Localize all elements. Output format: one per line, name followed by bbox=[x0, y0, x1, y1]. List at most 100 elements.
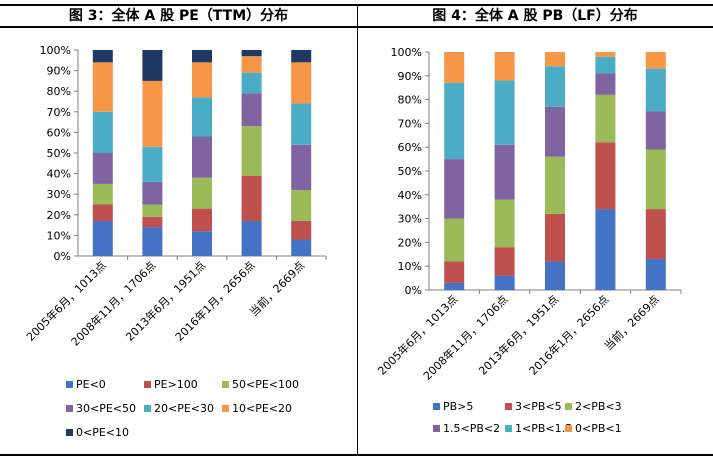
legend-swatch bbox=[66, 381, 73, 388]
bar-segment bbox=[142, 80, 163, 147]
y-tick-label: 0% bbox=[54, 250, 71, 263]
bar-segment bbox=[142, 204, 163, 217]
legend-swatch bbox=[505, 403, 512, 410]
bar-segment bbox=[595, 142, 616, 210]
bar-segment bbox=[92, 153, 113, 184]
pe-chart: 0% 10% 20% 30% 40% 50% 60% 70% 80% 90% 100% 2005年6月… bbox=[23, 44, 327, 439]
y-tick-label: 70% bbox=[47, 106, 71, 119]
bar-segment bbox=[494, 144, 515, 200]
legend-swatch bbox=[433, 403, 440, 410]
bar-segment bbox=[595, 94, 616, 143]
bar-segment bbox=[192, 136, 212, 178]
bar-segment bbox=[595, 73, 616, 95]
bar-segment bbox=[142, 227, 163, 256]
pb-chart-title: 图 4：全体 A 股 PB（LF）分布 bbox=[357, 4, 713, 28]
y-tick-label: 40% bbox=[47, 168, 71, 181]
pe-chart-panel: 图 3：全体 A 股 PE（TTM）分布 0% 10% 20% 30% 40% 50% 60… bbox=[0, 0, 357, 456]
bar-segment bbox=[444, 52, 465, 83]
x-category-label: 2008年11月，1706点 bbox=[420, 292, 511, 383]
bar-segment bbox=[494, 199, 515, 248]
bar-segment bbox=[444, 159, 465, 219]
legend-label: PE>100 bbox=[154, 378, 198, 391]
bar-segment bbox=[291, 239, 312, 256]
y-tick-label: 0% bbox=[405, 284, 422, 297]
bar-segment bbox=[645, 259, 666, 290]
bar-segment bbox=[241, 220, 262, 256]
bar-segment bbox=[494, 80, 515, 145]
legend-label: 20<PE<30 bbox=[154, 402, 214, 415]
pb-bottom-rule bbox=[357, 454, 713, 456]
legend-label: 0<PE<10 bbox=[76, 426, 129, 439]
y-tick-label: 30% bbox=[398, 213, 422, 226]
bar-segment bbox=[192, 62, 212, 98]
bar-segment bbox=[444, 82, 465, 160]
bar-segment bbox=[92, 50, 113, 63]
bar-segment bbox=[645, 111, 666, 150]
legend-swatch bbox=[222, 381, 229, 388]
x-category-label: 2005年6月，1013点 bbox=[23, 258, 109, 344]
pe-bottom-rule bbox=[0, 454, 357, 456]
y-tick-label: 100% bbox=[40, 44, 71, 57]
legend-swatch bbox=[66, 405, 73, 412]
bar-segment bbox=[142, 50, 163, 81]
y-tick-label: 30% bbox=[47, 188, 71, 201]
bar-segment bbox=[645, 68, 666, 112]
bar-segment bbox=[595, 56, 616, 74]
legend-swatch bbox=[66, 429, 73, 436]
bar-segment bbox=[142, 146, 163, 182]
legend-swatch bbox=[505, 425, 512, 432]
y-tick-label: 40% bbox=[398, 189, 422, 202]
bar-segment bbox=[545, 156, 565, 214]
legend-label: 3<PB<5 bbox=[515, 400, 562, 413]
bar-segment bbox=[444, 282, 465, 290]
y-tick-label: 10% bbox=[47, 229, 71, 242]
bar-segment bbox=[92, 62, 113, 112]
legend-label: 50<PE<100 bbox=[232, 378, 299, 391]
y-tick-label: 70% bbox=[398, 117, 422, 130]
legend-swatch bbox=[144, 381, 151, 388]
legend-label: 10<PE<20 bbox=[232, 402, 292, 415]
x-category-label: 2008年11月，1706点 bbox=[68, 258, 159, 349]
bar-segment bbox=[291, 62, 312, 104]
legend-swatch bbox=[565, 403, 572, 410]
bar-segment bbox=[192, 177, 212, 209]
y-tick-label: 100% bbox=[391, 46, 422, 59]
y-tick-label: 20% bbox=[47, 209, 71, 222]
bar-segment bbox=[291, 220, 312, 240]
bar-segment bbox=[645, 149, 666, 210]
bar-segment bbox=[545, 213, 565, 262]
legend-label: PE<0 bbox=[76, 378, 106, 391]
pb-chart-panel: 图 4：全体 A 股 PB（LF）分布 0% 10% 20% 30% 40% 50% 60%… bbox=[357, 0, 713, 456]
y-tick-label: 90% bbox=[47, 65, 71, 78]
bar-segment bbox=[645, 209, 666, 260]
bar-segment bbox=[545, 261, 565, 290]
y-tick-label: 50% bbox=[47, 147, 71, 160]
bar-segment bbox=[241, 175, 262, 221]
bar-segment bbox=[192, 50, 212, 63]
bar-segment bbox=[645, 52, 666, 69]
bar-segment bbox=[444, 218, 465, 262]
y-tick-label: 80% bbox=[47, 85, 71, 98]
bar-segment bbox=[291, 103, 312, 145]
legend-label: 0<PB<1 bbox=[575, 422, 622, 435]
legend-label: 1<PB<1.5 bbox=[515, 422, 572, 435]
bar-segment bbox=[545, 52, 565, 67]
bar-segment bbox=[545, 106, 565, 157]
bar-segment bbox=[92, 204, 113, 221]
bar-segment bbox=[241, 93, 262, 127]
pb-chart: 0%10%20%30%40%50%60%70%80%90%100%2005年6月… bbox=[375, 46, 682, 435]
bar-segment bbox=[545, 66, 565, 107]
bar-segment bbox=[241, 126, 262, 176]
bar-segment bbox=[192, 208, 212, 232]
x-category-label: 2013年6月，1951点 bbox=[123, 258, 209, 344]
bar-segment bbox=[444, 261, 465, 283]
bar-segment bbox=[142, 216, 163, 228]
bar-segment bbox=[92, 111, 113, 153]
bar-segment bbox=[291, 190, 312, 221]
y-tick-label: 60% bbox=[47, 126, 71, 139]
y-tick-label: 20% bbox=[398, 236, 422, 249]
y-tick-label: 90% bbox=[398, 70, 422, 83]
bar-segment bbox=[595, 52, 616, 57]
legend-label: PB>5 bbox=[443, 400, 473, 413]
legend-swatch bbox=[222, 405, 229, 412]
